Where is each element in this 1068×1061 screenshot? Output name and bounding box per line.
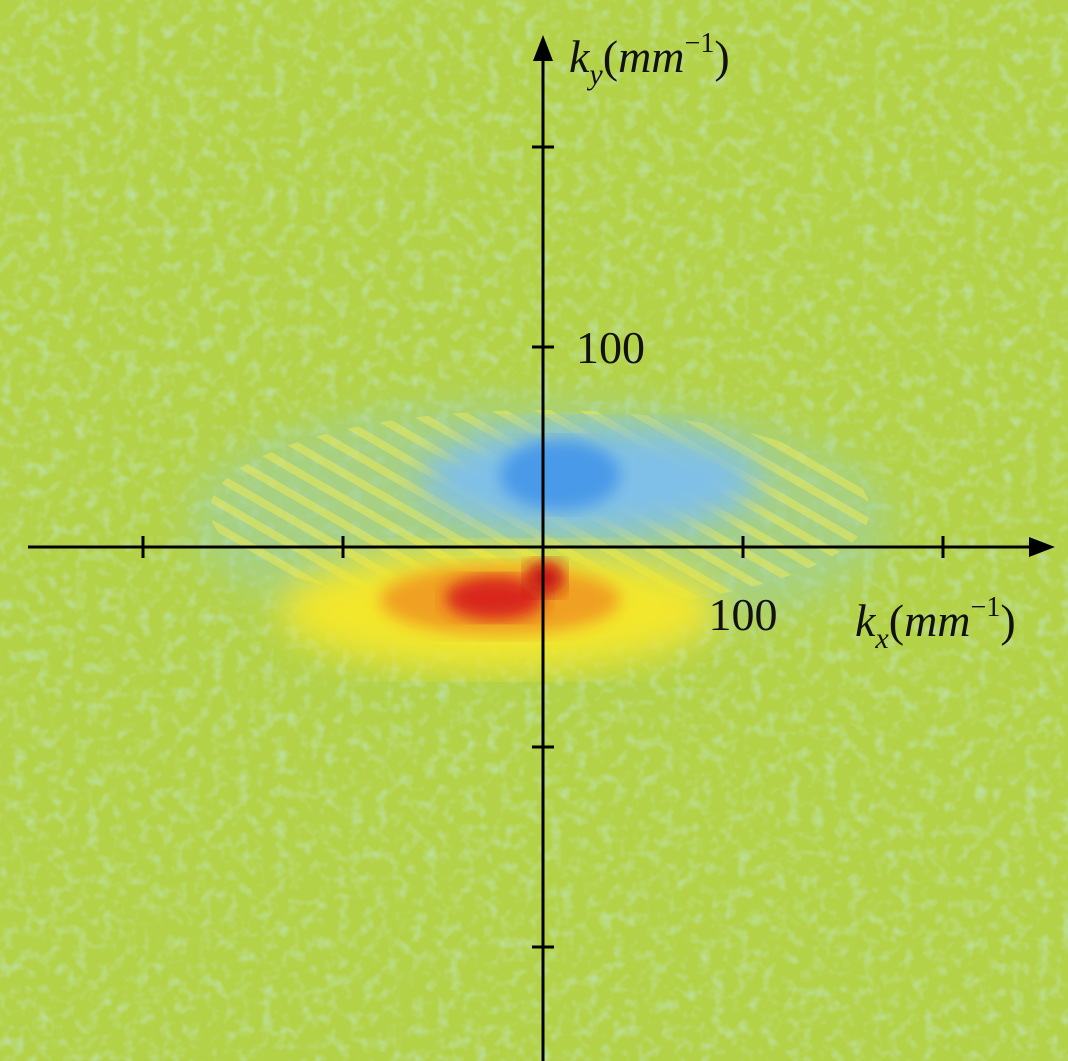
x-axis-label-unit: mm (904, 595, 970, 646)
x-tick-label: 100 (709, 589, 778, 640)
x-axis-label-subscript: x (874, 622, 889, 655)
x-axis-label-symbol: k (855, 595, 877, 646)
y-axis-label-unit: mm (618, 31, 684, 82)
y-axis-label-exponent: −1 (685, 28, 715, 59)
y-axis-label-unit_open: ( (603, 31, 618, 82)
y-tick-label: 100 (576, 322, 645, 373)
y-axis-label-unit_close: ) (714, 31, 729, 82)
x-axis-label-unit_open: ( (889, 595, 904, 646)
x-axis-label-unit_close: ) (1000, 595, 1015, 646)
y-axis-arrow (533, 35, 553, 61)
y-axis-label-subscript: y (586, 58, 603, 91)
y-axis-label-symbol: k (569, 31, 591, 82)
x-axis-arrow (1029, 537, 1055, 557)
x-axis-label-exponent: −1 (971, 592, 1001, 623)
y-axis-label: ky(mm−1) (569, 28, 730, 91)
x-axis-label: kx(mm−1) (855, 592, 1016, 655)
